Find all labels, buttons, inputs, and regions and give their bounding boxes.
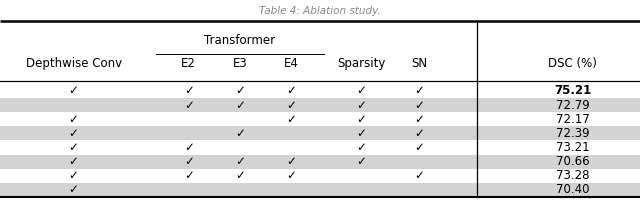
Text: ✓: ✓	[184, 155, 194, 168]
Text: ✓: ✓	[184, 141, 194, 154]
Text: ✓: ✓	[286, 155, 296, 168]
Text: ✓: ✓	[235, 169, 245, 182]
Text: ✓: ✓	[184, 99, 194, 112]
Bar	[0, 155, 640, 169]
Text: 72.17: 72.17	[556, 113, 589, 126]
Text: 72.39: 72.39	[556, 127, 589, 140]
Text: ✓: ✓	[68, 183, 79, 196]
Text: E2: E2	[181, 57, 196, 70]
Text: ✓: ✓	[414, 127, 424, 140]
Text: 70.66: 70.66	[556, 155, 589, 168]
Text: ✓: ✓	[286, 169, 296, 182]
Text: E3: E3	[232, 57, 248, 70]
Text: ✓: ✓	[356, 99, 367, 112]
Text: ✓: ✓	[235, 127, 245, 140]
Text: ✓: ✓	[356, 155, 367, 168]
Text: ✓: ✓	[235, 155, 245, 168]
Text: ✓: ✓	[414, 113, 424, 126]
Text: ✓: ✓	[356, 127, 367, 140]
Text: ✓: ✓	[68, 155, 79, 168]
Text: ✓: ✓	[356, 113, 367, 126]
Text: ✓: ✓	[286, 84, 296, 97]
Text: ✓: ✓	[414, 99, 424, 112]
Text: ✓: ✓	[286, 113, 296, 126]
Text: ✓: ✓	[414, 84, 424, 97]
Text: ✓: ✓	[414, 169, 424, 182]
Text: ✓: ✓	[235, 99, 245, 112]
Text: ✓: ✓	[414, 141, 424, 154]
Text: ✓: ✓	[68, 127, 79, 140]
Text: Table 4: Ablation study.: Table 4: Ablation study.	[259, 6, 381, 16]
Bar	[0, 126, 640, 140]
Text: 73.28: 73.28	[556, 169, 589, 182]
Text: 70.40: 70.40	[556, 183, 589, 196]
Bar	[0, 183, 640, 197]
Text: ✓: ✓	[286, 99, 296, 112]
Text: DSC (%): DSC (%)	[548, 57, 597, 70]
Text: ✓: ✓	[68, 169, 79, 182]
Text: Transformer: Transformer	[204, 34, 276, 47]
Text: ✓: ✓	[356, 141, 367, 154]
Text: ✓: ✓	[184, 84, 194, 97]
Text: SN: SN	[411, 57, 428, 70]
Text: Depthwise Conv: Depthwise Conv	[26, 57, 122, 70]
Bar	[0, 98, 640, 112]
Text: ✓: ✓	[68, 141, 79, 154]
Text: E4: E4	[284, 57, 299, 70]
Text: ✓: ✓	[184, 169, 194, 182]
Text: 73.21: 73.21	[556, 141, 589, 154]
Text: 75.21: 75.21	[554, 84, 591, 97]
Text: ✓: ✓	[68, 84, 79, 97]
Text: ✓: ✓	[356, 84, 367, 97]
Text: ✓: ✓	[68, 113, 79, 126]
Text: 72.79: 72.79	[556, 99, 589, 112]
Text: ✓: ✓	[235, 84, 245, 97]
Text: Sparsity: Sparsity	[337, 57, 386, 70]
